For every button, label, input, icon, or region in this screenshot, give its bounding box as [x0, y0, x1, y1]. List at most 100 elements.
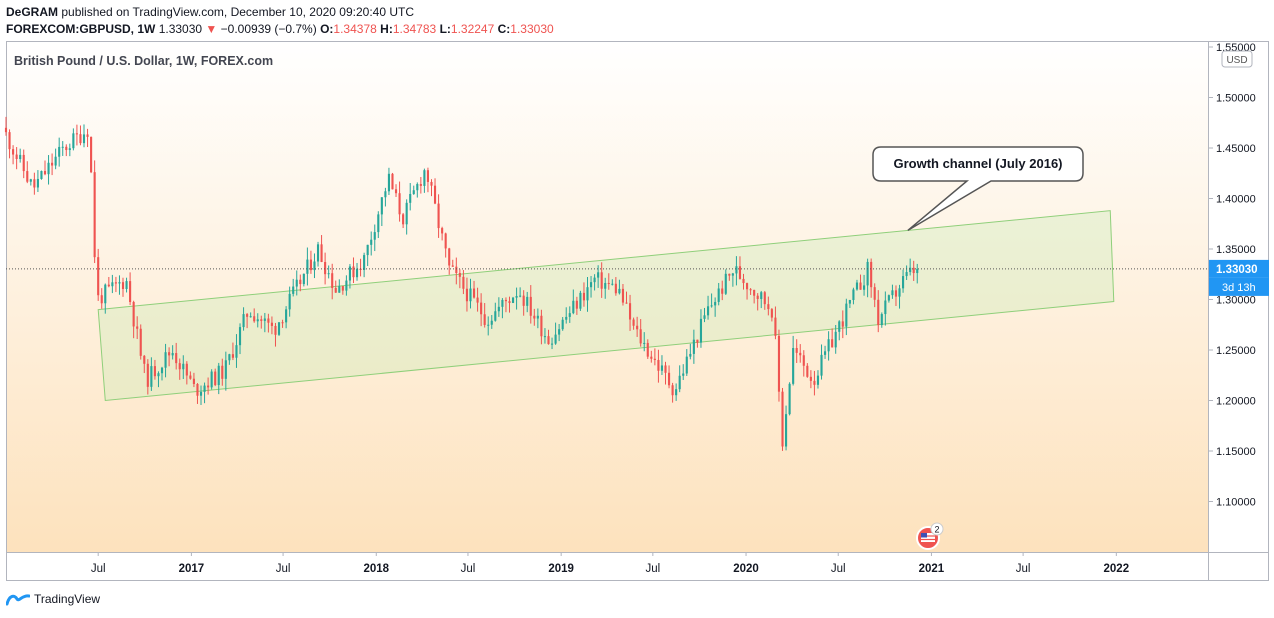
candle-body [831, 339, 834, 348]
candle-body [199, 391, 203, 396]
candle-body [710, 305, 713, 307]
candle-body [604, 282, 607, 289]
candle-body [476, 297, 479, 303]
candle-body [487, 324, 490, 326]
y-tick-label: 1.20000 [1216, 396, 1256, 408]
candle-body [480, 302, 483, 315]
candle-body [121, 282, 125, 289]
candle-body [859, 282, 862, 290]
candle-body [472, 288, 476, 298]
candle-body [916, 268, 919, 274]
candle-body [235, 345, 238, 358]
candle-body [72, 133, 75, 149]
footer: TradingView [6, 592, 100, 606]
y-tick-label: 1.10000 [1216, 497, 1256, 509]
candle-body [263, 318, 266, 321]
candle-body [792, 348, 795, 384]
candle-body [4, 127, 8, 133]
candle-body [760, 292, 763, 299]
candle-body [51, 162, 54, 166]
candle-body [448, 248, 451, 266]
candle-body [490, 320, 493, 325]
candle-body [731, 273, 734, 276]
candle-body [458, 272, 461, 277]
candle-body [274, 325, 277, 335]
candle-body [249, 316, 252, 318]
candle-body [565, 316, 568, 320]
candle-body [430, 181, 433, 186]
candle-body [90, 136, 93, 173]
candle-body [823, 351, 827, 355]
candle-body [345, 280, 348, 291]
candle-body [529, 296, 532, 316]
candle-body [285, 309, 288, 323]
candle-body [338, 286, 341, 293]
x-tick-label: 2021 [919, 563, 945, 575]
candle-body [745, 283, 749, 290]
candle-body [168, 352, 171, 356]
candle-body [324, 262, 327, 275]
author: DeGRAM [6, 5, 59, 19]
candle-body [132, 301, 135, 327]
annotation-callout[interactable] [872, 146, 1084, 232]
candle-body [820, 354, 823, 376]
candle-body [774, 317, 777, 336]
candle-body [504, 299, 508, 302]
candle-body [880, 314, 883, 326]
candle-body [543, 336, 547, 338]
candle-body [387, 173, 391, 192]
candle-body [742, 278, 745, 284]
candle-body [256, 319, 259, 322]
candle-body [763, 292, 766, 305]
growth-channel[interactable] [97, 210, 1115, 402]
published-text: published on TradingView.com, December 1… [61, 5, 415, 19]
candle-body [231, 354, 234, 358]
candle-body [625, 302, 628, 304]
candle-body [845, 303, 848, 327]
candle-body [217, 365, 220, 386]
candle-body [26, 171, 29, 182]
x-tick-label: Jul [645, 563, 660, 575]
candle-body [863, 285, 866, 290]
candle-body [685, 356, 688, 374]
last-price-label: 1.33030 [1216, 264, 1258, 276]
candle-body [905, 272, 908, 277]
candle-body [540, 315, 543, 337]
x-tick-label: 2022 [1104, 563, 1130, 575]
candle-body [153, 366, 156, 377]
candle-body [501, 299, 504, 307]
candle-body [196, 383, 199, 396]
candle-body [852, 289, 855, 301]
candle-body [494, 311, 497, 321]
candle-body [848, 300, 851, 304]
candle-body [536, 315, 539, 319]
tradingview-logo-icon [6, 594, 30, 606]
currency-box[interactable] [1221, 50, 1253, 68]
candle-body [242, 314, 245, 328]
candle-body [433, 185, 437, 204]
y-tick-label: 1.25000 [1216, 345, 1256, 357]
candle-body [373, 232, 376, 240]
candle-body [224, 360, 227, 379]
last-price: 1.33030 [158, 22, 203, 36]
candle-body [118, 282, 121, 284]
candle-body [653, 358, 656, 360]
candle-body [650, 356, 653, 359]
svg-text:2: 2 [934, 525, 939, 535]
x-tick-label: Jul [461, 563, 476, 575]
candle-body [628, 303, 632, 320]
candle-body [270, 322, 273, 326]
candle-body [288, 293, 291, 310]
news-flag-icon[interactable]: 2 [916, 522, 944, 550]
candle-body [515, 296, 518, 298]
candle-body [717, 288, 720, 302]
candle-body [511, 297, 515, 303]
candle-body [891, 290, 894, 296]
candle-body [636, 325, 639, 330]
candle-body [125, 281, 128, 289]
candle-body [547, 336, 550, 345]
candle-body [806, 365, 809, 377]
candle-body [316, 244, 320, 262]
candle-body [497, 306, 500, 312]
